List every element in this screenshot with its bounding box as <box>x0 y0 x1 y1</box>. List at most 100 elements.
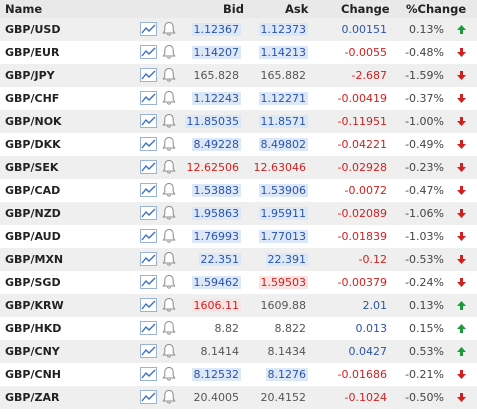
line-chart-icon[interactable] <box>140 344 157 358</box>
bell-icon[interactable] <box>162 274 176 290</box>
bell-icon[interactable] <box>162 251 176 267</box>
arrow-down-icon <box>456 231 467 242</box>
arrow-down-icon <box>456 162 467 173</box>
table-row[interactable]: GBP/NOK 11.85035 11.8571 -0.11951 -1.00% <box>0 110 477 133</box>
bell-icon[interactable] <box>162 113 176 129</box>
table-row[interactable]: GBP/CHF 1.12243 1.12271 -0.00419 -0.37% <box>0 87 477 110</box>
ask-value: 20.4152 <box>260 391 307 404</box>
line-chart-icon[interactable] <box>140 45 157 59</box>
currency-pair-link[interactable]: GBP/CNH <box>5 368 61 381</box>
header-ask[interactable]: Ask <box>285 2 309 16</box>
bell-icon[interactable] <box>162 136 176 152</box>
bell-icon[interactable] <box>162 205 176 221</box>
currency-pair-link[interactable]: GBP/CHF <box>5 92 60 105</box>
currency-pair-link[interactable]: GBP/HKD <box>5 322 62 335</box>
bell-icon[interactable] <box>162 21 176 37</box>
arrow-down-icon <box>456 392 467 403</box>
line-chart-icon[interactable] <box>140 252 157 266</box>
change-value: 2.01 <box>362 299 388 312</box>
pct-change-value: -0.23% <box>405 161 444 174</box>
arrow-down-icon <box>456 93 467 104</box>
header-change[interactable]: Change <box>341 2 390 16</box>
currency-pair-link[interactable]: GBP/EUR <box>5 46 60 59</box>
pct-change-value: -0.48% <box>405 46 444 59</box>
bell-icon[interactable] <box>162 182 176 198</box>
table-row[interactable]: GBP/JPY 165.828 165.882 -2.687 -1.59% <box>0 64 477 87</box>
bell-icon[interactable] <box>162 90 176 106</box>
ask-value: 1.95911 <box>258 207 308 220</box>
table-row[interactable]: GBP/SEK 12.62506 12.63046 -0.02928 -0.23% <box>0 156 477 179</box>
line-chart-icon[interactable] <box>140 367 157 381</box>
pct-change-value: 0.15% <box>409 322 444 335</box>
currency-pair-link[interactable]: GBP/JPY <box>5 69 55 82</box>
change-value: -0.00419 <box>337 92 387 105</box>
currency-pair-link[interactable]: GBP/DKK <box>5 138 61 151</box>
change-value: -0.11951 <box>337 115 387 128</box>
ask-value: 1609.88 <box>260 299 307 312</box>
change-value: -0.1024 <box>344 391 387 404</box>
bell-icon[interactable] <box>162 159 176 175</box>
currency-pair-link[interactable]: GBP/CNY <box>5 345 60 358</box>
bell-icon[interactable] <box>162 297 176 313</box>
table-row[interactable]: GBP/MXN 22.351 22.391 -0.12 -0.53% <box>0 248 477 271</box>
currency-pair-link[interactable]: GBP/CAD <box>5 184 61 197</box>
bell-icon[interactable] <box>162 228 176 244</box>
table-row[interactable]: GBP/SGD 1.59462 1.59503 -0.00379 -0.24% <box>0 271 477 294</box>
header-pct-change[interactable]: %Change <box>406 2 467 16</box>
line-chart-icon[interactable] <box>140 114 157 128</box>
table-row[interactable]: GBP/AUD 1.76993 1.77013 -0.01839 -1.03% <box>0 225 477 248</box>
line-chart-icon[interactable] <box>140 183 157 197</box>
line-chart-icon[interactable] <box>140 68 157 82</box>
currency-pair-link[interactable]: GBP/SGD <box>5 276 61 289</box>
line-chart-icon[interactable] <box>140 160 157 174</box>
line-chart-icon[interactable] <box>140 229 157 243</box>
bell-icon[interactable] <box>162 389 176 405</box>
currency-pair-link[interactable]: GBP/SEK <box>5 161 59 174</box>
pct-change-value: -0.37% <box>405 92 444 105</box>
line-chart-icon[interactable] <box>140 275 157 289</box>
currency-pair-link[interactable]: GBP/AUD <box>5 230 61 243</box>
bell-icon[interactable] <box>162 320 176 336</box>
table-row[interactable]: GBP/NZD 1.95863 1.95911 -0.02089 -1.06% <box>0 202 477 225</box>
pct-change-value: -0.24% <box>405 276 444 289</box>
line-chart-icon[interactable] <box>140 137 157 151</box>
currency-pair-link[interactable]: GBP/KRW <box>5 299 64 312</box>
table-row[interactable]: GBP/CNY 8.1414 8.1434 0.0427 0.53% <box>0 340 477 363</box>
bid-value: 1.12243 <box>191 92 241 105</box>
table-row[interactable]: GBP/HKD 8.82 8.822 0.013 0.15% <box>0 317 477 340</box>
table-row[interactable]: GBP/DKK 8.49228 8.49802 -0.04221 -0.49% <box>0 133 477 156</box>
arrow-up-icon <box>456 346 467 357</box>
currency-pair-link[interactable]: GBP/NZD <box>5 207 61 220</box>
table-row[interactable]: GBP/CNH 8.12532 8.1276 -0.01686 -0.21% <box>0 363 477 386</box>
line-chart-icon[interactable] <box>140 298 157 312</box>
currency-pair-link[interactable]: GBP/ZAR <box>5 391 60 404</box>
bid-value: 165.828 <box>193 69 240 82</box>
table-row[interactable]: GBP/EUR 1.14207 1.14213 -0.0055 -0.48% <box>0 41 477 64</box>
table-row[interactable]: GBP/USD 1.12367 1.12373 0.00151 0.13% <box>0 18 477 41</box>
line-chart-icon[interactable] <box>140 91 157 105</box>
table-row[interactable]: GBP/ZAR 20.4005 20.4152 -0.1024 -0.50% <box>0 386 477 409</box>
arrow-down-icon <box>456 116 467 127</box>
ask-value: 1.77013 <box>258 230 308 243</box>
table-row[interactable]: GBP/KRW 1606.11 1609.88 2.01 0.13% <box>0 294 477 317</box>
header-bid[interactable]: Bid <box>223 2 244 16</box>
currency-pair-link[interactable]: GBP/NOK <box>5 115 62 128</box>
bell-icon[interactable] <box>162 366 176 382</box>
currency-pair-link[interactable]: GBP/USD <box>5 23 61 36</box>
bell-icon[interactable] <box>162 44 176 60</box>
bell-icon[interactable] <box>162 343 176 359</box>
line-chart-icon[interactable] <box>140 206 157 220</box>
pct-change-value: -0.49% <box>405 138 444 151</box>
pct-change-value: -0.47% <box>405 184 444 197</box>
bell-icon[interactable] <box>162 67 176 83</box>
table-row[interactable]: GBP/CAD 1.53883 1.53906 -0.0072 -0.47% <box>0 179 477 202</box>
line-chart-icon[interactable] <box>140 390 157 404</box>
ask-value: 12.63046 <box>253 161 307 174</box>
pct-change-value: -1.00% <box>405 115 444 128</box>
header-name[interactable]: Name <box>5 2 43 16</box>
ask-value: 8.1276 <box>265 368 308 381</box>
line-chart-icon[interactable] <box>140 321 157 335</box>
line-chart-icon[interactable] <box>140 22 157 36</box>
pct-change-value: -1.03% <box>405 230 444 243</box>
currency-pair-link[interactable]: GBP/MXN <box>5 253 64 266</box>
